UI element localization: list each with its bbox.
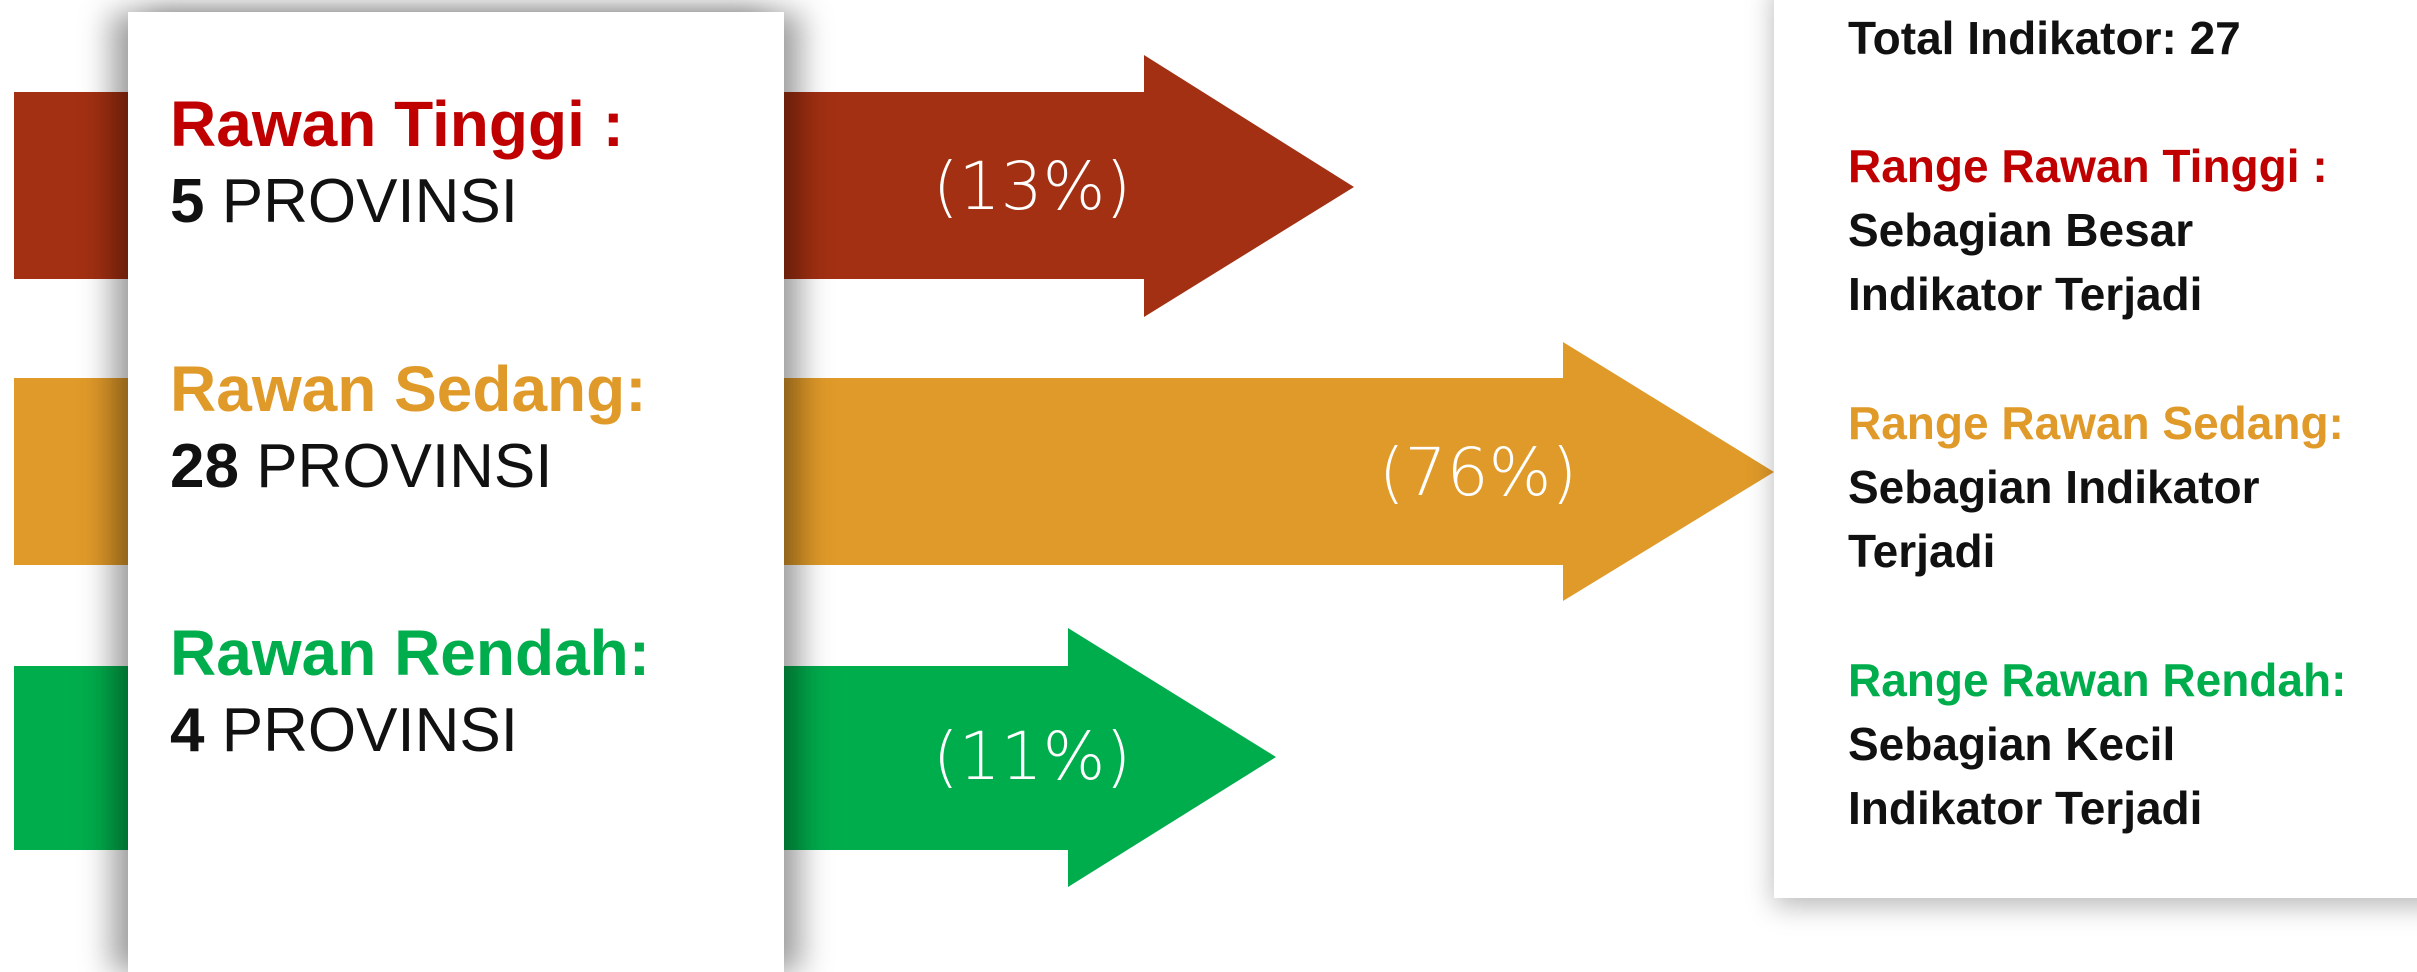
category-tinggi: Rawan Tinggi : 5 PROVINSI bbox=[170, 88, 624, 237]
percent-tinggi: (13%) bbox=[932, 148, 1132, 225]
range-label: Range Rawan Rendah: bbox=[1848, 654, 2347, 706]
category-name: Rawan Rendah: bbox=[170, 617, 651, 689]
category-count: 5 bbox=[170, 166, 205, 236]
category-name: Rawan Sedang: bbox=[170, 353, 647, 425]
summary-range-rendah: Range Rawan Rendah: Sebagian Kecil Indik… bbox=[1848, 648, 2368, 840]
category-name: Rawan Tinggi : bbox=[170, 88, 624, 160]
range-desc: Sebagian Besar Indikator Terjadi bbox=[1848, 204, 2203, 320]
category-count-line: 5 PROVINSI bbox=[170, 166, 624, 237]
summary-total: Total Indikator: 27 bbox=[1848, 6, 2241, 70]
category-unit: PROVINSI bbox=[221, 695, 519, 765]
percent-rendah: (11%) bbox=[932, 718, 1132, 795]
category-count-line: 4 PROVINSI bbox=[170, 695, 650, 766]
category-unit: PROVINSI bbox=[221, 166, 519, 236]
summary-card bbox=[1774, 0, 2417, 898]
range-label: Range Rawan Sedang: bbox=[1848, 397, 2344, 449]
percent-sedang: (76%) bbox=[1378, 434, 1578, 511]
category-unit: PROVINSI bbox=[256, 431, 553, 501]
category-count: 4 bbox=[170, 695, 205, 765]
range-desc: Sebagian Kecil Indikator Terjadi bbox=[1848, 718, 2203, 834]
range-desc: Sebagian Indikator Terjadi bbox=[1848, 461, 2260, 577]
category-count: 28 bbox=[170, 431, 239, 501]
category-card bbox=[128, 12, 784, 972]
summary-range-tinggi: Range Rawan Tinggi : Sebagian Besar Indi… bbox=[1848, 134, 2368, 326]
total-indikator: Total Indikator: 27 bbox=[1848, 12, 2241, 64]
category-count-line: 28 PROVINSI bbox=[170, 431, 647, 502]
category-rendah: Rawan Rendah: 4 PROVINSI bbox=[170, 617, 650, 766]
summary-range-sedang: Range Rawan Sedang: Sebagian Indikator T… bbox=[1848, 391, 2368, 583]
category-sedang: Rawan Sedang: 28 PROVINSI bbox=[170, 353, 647, 502]
range-label: Range Rawan Tinggi : bbox=[1848, 140, 2328, 192]
